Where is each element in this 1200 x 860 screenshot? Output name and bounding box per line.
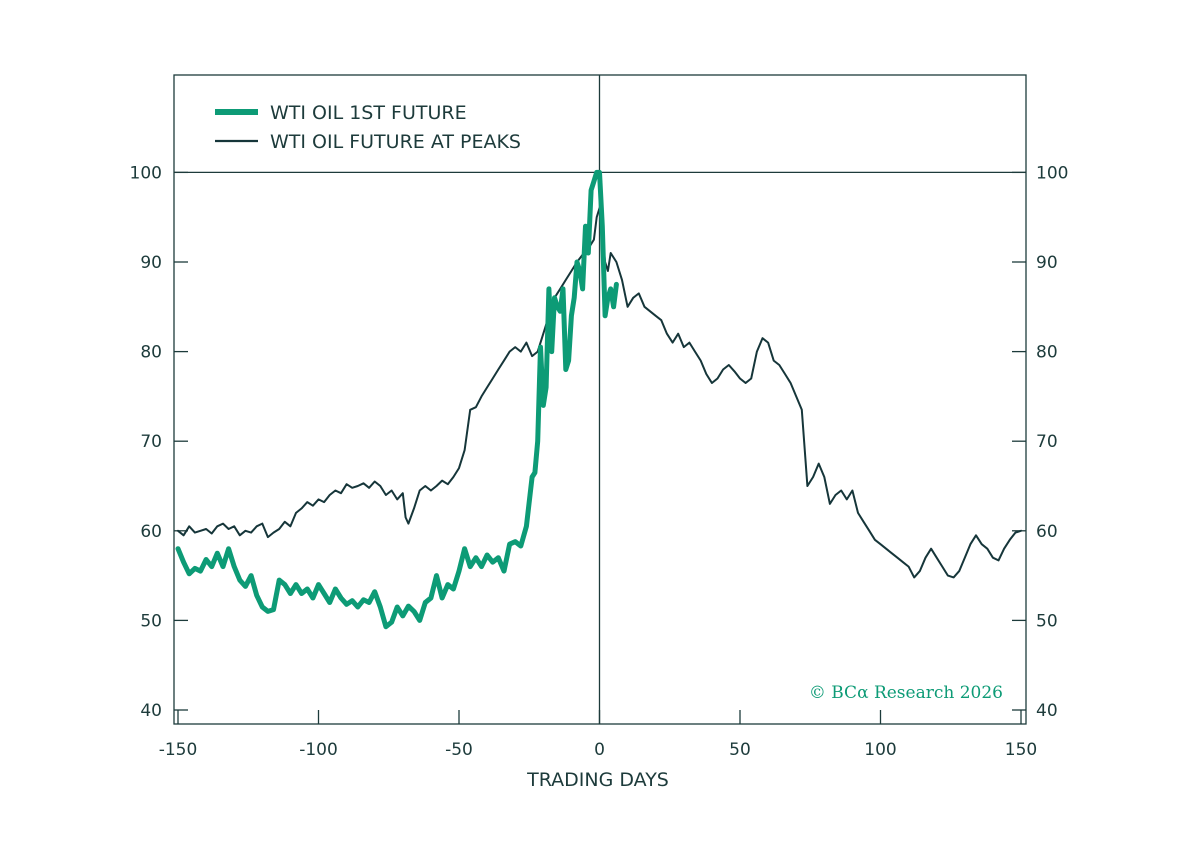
x-tick-label--50: -50 [445, 740, 473, 760]
y-tick-label-left-60: 60 [140, 522, 162, 542]
legend: WTI OIL 1ST FUTURE WTI OIL FUTURE AT PEA… [215, 102, 521, 153]
y-tick-label-left-90: 90 [140, 253, 162, 273]
y-tick-label-left-100: 100 [130, 163, 162, 183]
y-tick-label-right-100: 100 [1036, 163, 1068, 183]
y-tick-label-right-90: 90 [1036, 253, 1058, 273]
y-tick-label-left-50: 50 [140, 611, 162, 631]
copyright-notice: © BCα Research 2026 [809, 683, 1003, 703]
x-axis-title: TRADING DAYS [526, 769, 669, 791]
x-tick-label-100: 100 [864, 740, 896, 760]
y-tick-label-right-60: 60 [1036, 522, 1058, 542]
legend-label-wti-future-at-peaks: WTI OIL FUTURE AT PEAKS [270, 131, 521, 153]
y-tick-label-left-40: 40 [140, 701, 162, 721]
series-line-wti-oil-1st-future [175, 169, 619, 630]
series-layer [175, 169, 1022, 630]
legend-label-wti-1st-future: WTI OIL 1ST FUTURE [270, 102, 467, 124]
y-axis-left: 40 50 60 70 80 90 100 [130, 163, 188, 721]
y-tick-label-right-50: 50 [1036, 611, 1058, 631]
y-tick-label-left-70: 70 [140, 432, 162, 452]
y-tick-label-right-80: 80 [1036, 343, 1058, 363]
x-tick-label-50: 50 [729, 740, 751, 760]
x-tick-label--100: -100 [299, 740, 338, 760]
x-tick-label-0: 0 [594, 740, 605, 760]
y-tick-label-left-80: 80 [140, 343, 162, 363]
y-axis-right: 40 50 60 70 80 90 100 [1012, 163, 1068, 721]
x-tick-label-150: 150 [1005, 740, 1037, 760]
y-tick-label-right-70: 70 [1036, 432, 1058, 452]
x-axis: -150 -100 -50 0 50 100 150 [159, 710, 1037, 760]
y-tick-label-right-40: 40 [1036, 701, 1058, 721]
x-tick-label--150: -150 [159, 740, 198, 760]
